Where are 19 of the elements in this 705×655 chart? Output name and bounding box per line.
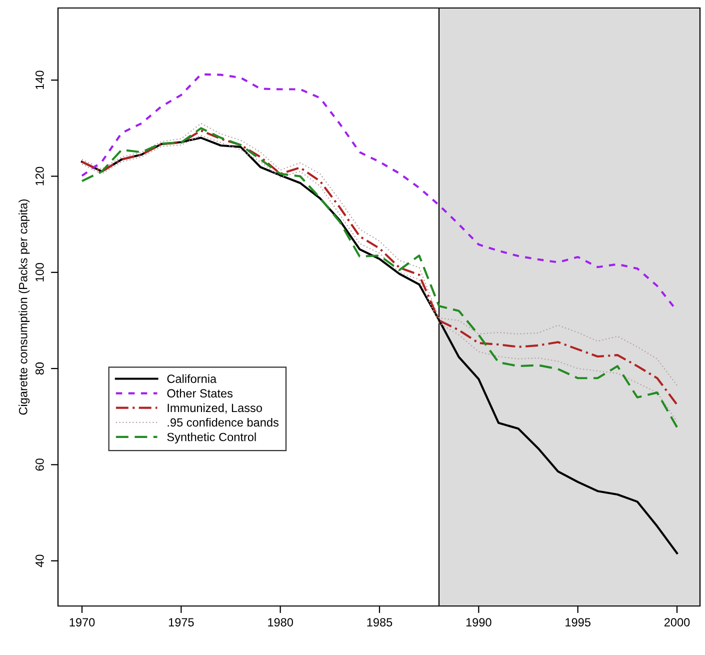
y-tick-label: 80 [36, 362, 44, 375]
x-tick-label: 1970 [70, 618, 95, 626]
y-tick-label: 120 [36, 166, 44, 186]
y-tick-label: 140 [36, 70, 44, 90]
x-tick-label: 1990 [466, 618, 492, 626]
legend-label: Synthetic Control [167, 432, 256, 444]
x-tick-label: 1995 [566, 618, 590, 626]
y-axis-title: Cigarette consumption (Packs per capita) [18, 199, 30, 415]
legend-label: Immunized, Lasso [168, 403, 262, 414]
x-tick-label: 1975 [168, 618, 194, 626]
x-tick-label: 1980 [268, 618, 293, 626]
legend-label: .95 confidence bands [168, 418, 279, 427]
legend-label: Other States [167, 388, 233, 398]
y-tick-label: 60 [36, 458, 44, 471]
legend-label: California [167, 374, 217, 383]
y-tick-label: 40 [36, 554, 44, 568]
x-tick-label: 2000 [664, 618, 690, 626]
x-tick-label: 1985 [367, 618, 392, 626]
y-tick-label: 100 [36, 263, 44, 282]
